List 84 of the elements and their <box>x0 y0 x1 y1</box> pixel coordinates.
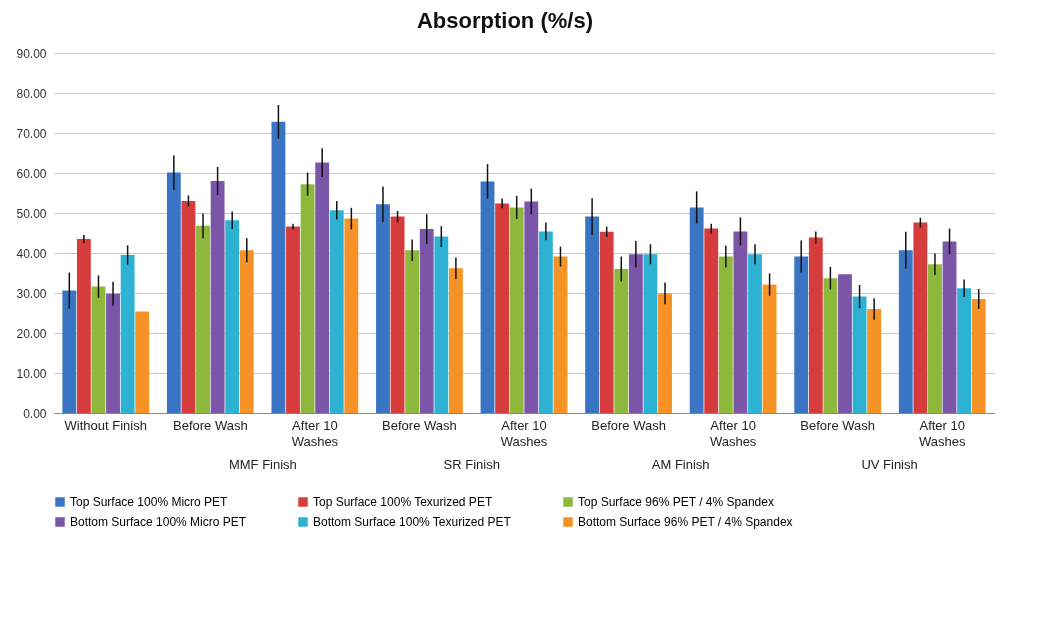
bar <box>344 218 359 413</box>
bar <box>300 184 315 413</box>
bar <box>135 311 150 413</box>
bar <box>942 241 957 413</box>
bar <box>166 172 181 413</box>
bar <box>210 181 225 413</box>
bar <box>91 286 106 413</box>
bar <box>928 264 942 413</box>
x-tick-label: After 10 Washes <box>291 417 339 449</box>
bar <box>181 201 196 413</box>
text: MMF Finish <box>228 457 297 472</box>
bar <box>390 216 405 413</box>
bar <box>553 256 568 413</box>
text: AM Finish <box>651 457 710 472</box>
bar <box>808 237 823 413</box>
bar <box>76 239 91 413</box>
bar <box>794 256 809 413</box>
x-tick-label: Before Wash <box>382 417 457 433</box>
bar <box>495 203 510 413</box>
text: UV Finish <box>861 457 918 472</box>
x-tick-label: After 10 Washes <box>919 417 966 449</box>
bar <box>585 216 600 413</box>
legend-label: Bottom Surface 96% PET / 4% Spandex <box>578 515 793 529</box>
bar <box>225 220 240 413</box>
bar <box>599 231 614 413</box>
y-tick-label: 0.00 <box>23 406 47 421</box>
bar <box>628 254 643 413</box>
bar <box>524 201 539 413</box>
x-tick-label: Before Wash <box>591 417 666 433</box>
bar <box>867 309 882 413</box>
bar <box>913 222 928 413</box>
y-tick-label: 10.00 <box>16 366 47 381</box>
bar <box>405 250 420 413</box>
y-tick-label: 30.00 <box>16 286 47 301</box>
y-tick-label: 20.00 <box>16 326 47 341</box>
y-tick-label: 80.00 <box>16 86 47 101</box>
bar <box>614 269 629 413</box>
bar <box>509 207 524 413</box>
bar <box>658 293 672 413</box>
legend-label: Bottom Surface 100% Texurized PET <box>313 515 512 529</box>
bar <box>196 225 210 413</box>
bar <box>748 254 762 413</box>
bar <box>480 181 495 413</box>
y-tick-label: 50.00 <box>16 206 47 221</box>
bar <box>239 250 254 413</box>
y-tick-label: 90.00 <box>16 46 47 61</box>
legend-label: Top Surface 100% Texurized PET <box>313 495 493 509</box>
legend-label: Top Surface 96% PET / 4% Spandex <box>578 495 774 509</box>
bar <box>733 231 748 413</box>
bar <box>434 236 449 413</box>
text: SR Finish <box>443 457 500 472</box>
chart-title: Absorption (%/s) <box>416 8 593 33</box>
x-tick-label: Before Wash <box>172 417 248 433</box>
bar <box>852 296 867 413</box>
bar <box>120 255 135 413</box>
bar <box>329 210 344 413</box>
x-tick-label: Before Wash <box>800 417 876 433</box>
bar <box>62 290 77 413</box>
bar <box>957 288 972 413</box>
bar <box>376 204 390 413</box>
legend-label: Bottom Surface 100% Micro PET <box>70 515 247 529</box>
bar <box>538 231 553 413</box>
y-tick-label: 60.00 <box>16 166 47 181</box>
bar <box>286 226 300 413</box>
bar <box>315 162 330 413</box>
bar <box>718 256 733 413</box>
bar <box>971 299 986 413</box>
bar <box>106 293 120 413</box>
x-tick-label: After 10 Washes <box>709 417 757 449</box>
x-tick-label: Without Finish <box>64 417 147 433</box>
legend-label: Top Surface 100% Micro PET <box>70 495 229 509</box>
bar <box>643 254 658 413</box>
bar <box>898 250 913 413</box>
bar <box>419 229 434 413</box>
bar <box>704 228 719 413</box>
y-tick-label: 70.00 <box>16 126 47 141</box>
bar <box>762 284 777 413</box>
bar <box>823 278 838 413</box>
bar <box>271 121 286 413</box>
bar <box>689 207 704 413</box>
y-tick-label: 40.00 <box>16 246 47 261</box>
x-tick-label: After 10 Washes <box>500 417 548 449</box>
bar <box>838 274 852 413</box>
bar <box>448 268 463 413</box>
